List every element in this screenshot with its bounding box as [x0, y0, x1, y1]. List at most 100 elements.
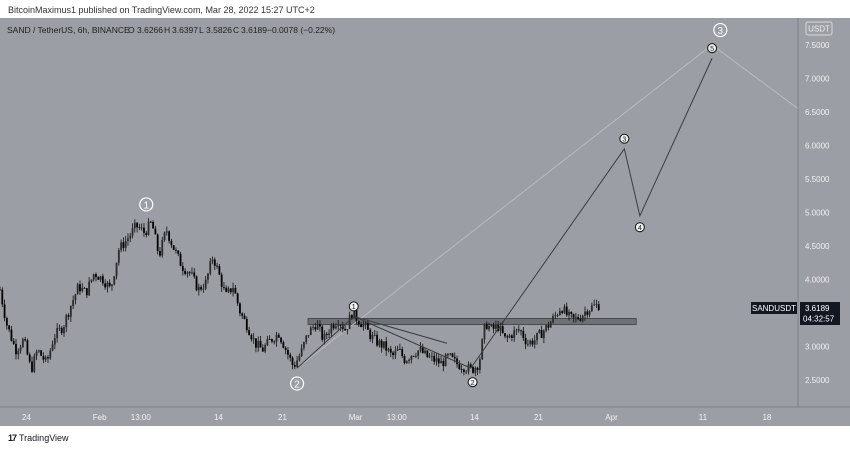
legend-h-label: H [164, 25, 170, 35]
faint-projection-line [711, 44, 799, 109]
candle-body [554, 315, 557, 317]
candle-body [357, 320, 360, 325]
candle-body [458, 364, 461, 370]
candle-body [451, 353, 454, 357]
candle-body [399, 348, 401, 350]
candle-body [209, 261, 212, 274]
tradingview-logo[interactable]: 17 TradingView [8, 433, 69, 443]
candle-body [435, 358, 438, 362]
candle-body [229, 288, 232, 293]
candle-body [255, 338, 257, 348]
publisher-line: BitcoinMaximus1 published on TradingView… [8, 5, 315, 15]
candle-body [522, 330, 525, 338]
candle-body [371, 335, 374, 340]
candle-body [129, 235, 132, 239]
x-tick-label: 14 [470, 413, 479, 422]
candle-body [26, 340, 29, 355]
candle-body [385, 341, 388, 351]
candle-body [494, 324, 497, 329]
legend-c-label: C [233, 25, 239, 35]
candle-body [481, 339, 484, 360]
candle-body [172, 245, 175, 250]
symbol-tag [751, 302, 797, 314]
y-tick-label: 5.0000 [805, 209, 830, 218]
candle-body [328, 333, 330, 335]
wave-label-outline-text: 3 [718, 26, 724, 37]
candle-body [383, 341, 385, 348]
price-tag-value: 3.6189 [805, 304, 830, 313]
candle-body [490, 324, 493, 327]
legend-o-value: 3.6266 [137, 25, 163, 35]
candle-body [104, 283, 107, 288]
x-tick-label: 13:00 [131, 413, 152, 422]
x-tick-label: 21 [278, 413, 287, 422]
x-tick-label: Apr [605, 413, 618, 422]
candle-body [431, 355, 433, 357]
candle-body [111, 284, 113, 287]
resistance-zone [307, 318, 637, 325]
candles-layer [0, 218, 600, 377]
candle-body [510, 335, 513, 338]
wave-projection-line [353, 58, 713, 369]
time-axis[interactable]: 24 Feb 13:00 14 21 Mar 13:00 14 21 Apr 11 18 [0, 406, 850, 426]
candle-body [552, 316, 554, 323]
x-tick-label: 14 [214, 413, 223, 422]
candle-body [472, 366, 474, 373]
candle-body [504, 333, 506, 337]
candle-body [351, 315, 353, 319]
legend-o-label: O [128, 25, 135, 35]
candle-body [380, 340, 383, 348]
x-tick-label: 24 [22, 413, 31, 422]
wave-label-text: 2 [471, 380, 475, 387]
candle-body [200, 286, 202, 290]
candle-body [307, 334, 310, 336]
candle-body [293, 365, 296, 367]
candle-body [298, 355, 301, 361]
candle-body [433, 355, 436, 362]
candle-body [405, 361, 408, 364]
time-axis-bg [0, 407, 850, 426]
candle-body [85, 288, 88, 296]
candle-body [442, 360, 445, 367]
candle-body [465, 371, 468, 373]
currency-badge-label: USDT [808, 25, 830, 34]
candle-body [344, 328, 346, 331]
candle-body [588, 310, 591, 315]
candle-body [291, 357, 294, 366]
candle-body [147, 221, 150, 235]
footer: 17 TradingView [0, 426, 850, 449]
legend-h-value: 3.6397 [172, 25, 198, 35]
candle-body [565, 306, 568, 316]
candle-body [323, 333, 326, 340]
candle-body [266, 339, 269, 346]
candle-body [524, 337, 527, 345]
candle-body [0, 289, 1, 291]
candle-body [520, 330, 522, 332]
candle-body [517, 329, 520, 331]
currency-badge[interactable] [805, 21, 833, 36]
candle-body [113, 276, 116, 285]
candle-body [106, 282, 109, 288]
candle-body [271, 339, 273, 342]
candle-body [421, 347, 424, 353]
candle-body [389, 348, 392, 353]
candle-body [273, 341, 276, 343]
chart-area[interactable]: 1 2 3 1 2 3 4 5 SAND / TetherUS, 6h, BINANCE O … [0, 18, 850, 426]
candle-body [577, 316, 580, 320]
price-axis[interactable]: 7.5000 7.0000 6.5000 6.0000 5.5000 5.0000 4.50… [797, 18, 850, 407]
candle-body [501, 326, 504, 334]
price-chart[interactable]: 1 2 3 1 2 3 4 5 SAND / TetherUS, 6h, BINANCE O … [0, 18, 850, 426]
candle-body [335, 326, 337, 329]
candle-body [572, 313, 575, 318]
candle-body [476, 367, 479, 370]
faint-projection-layer [296, 44, 799, 369]
faint-projection-line [296, 44, 713, 369]
candle-body [277, 334, 280, 338]
candle-body [558, 311, 561, 315]
candle-body [536, 332, 538, 341]
candle-body [152, 221, 155, 229]
candle-body [373, 334, 376, 336]
candle-body [259, 340, 262, 348]
x-tick-label: 11 [699, 413, 708, 422]
candle-body [69, 305, 72, 317]
